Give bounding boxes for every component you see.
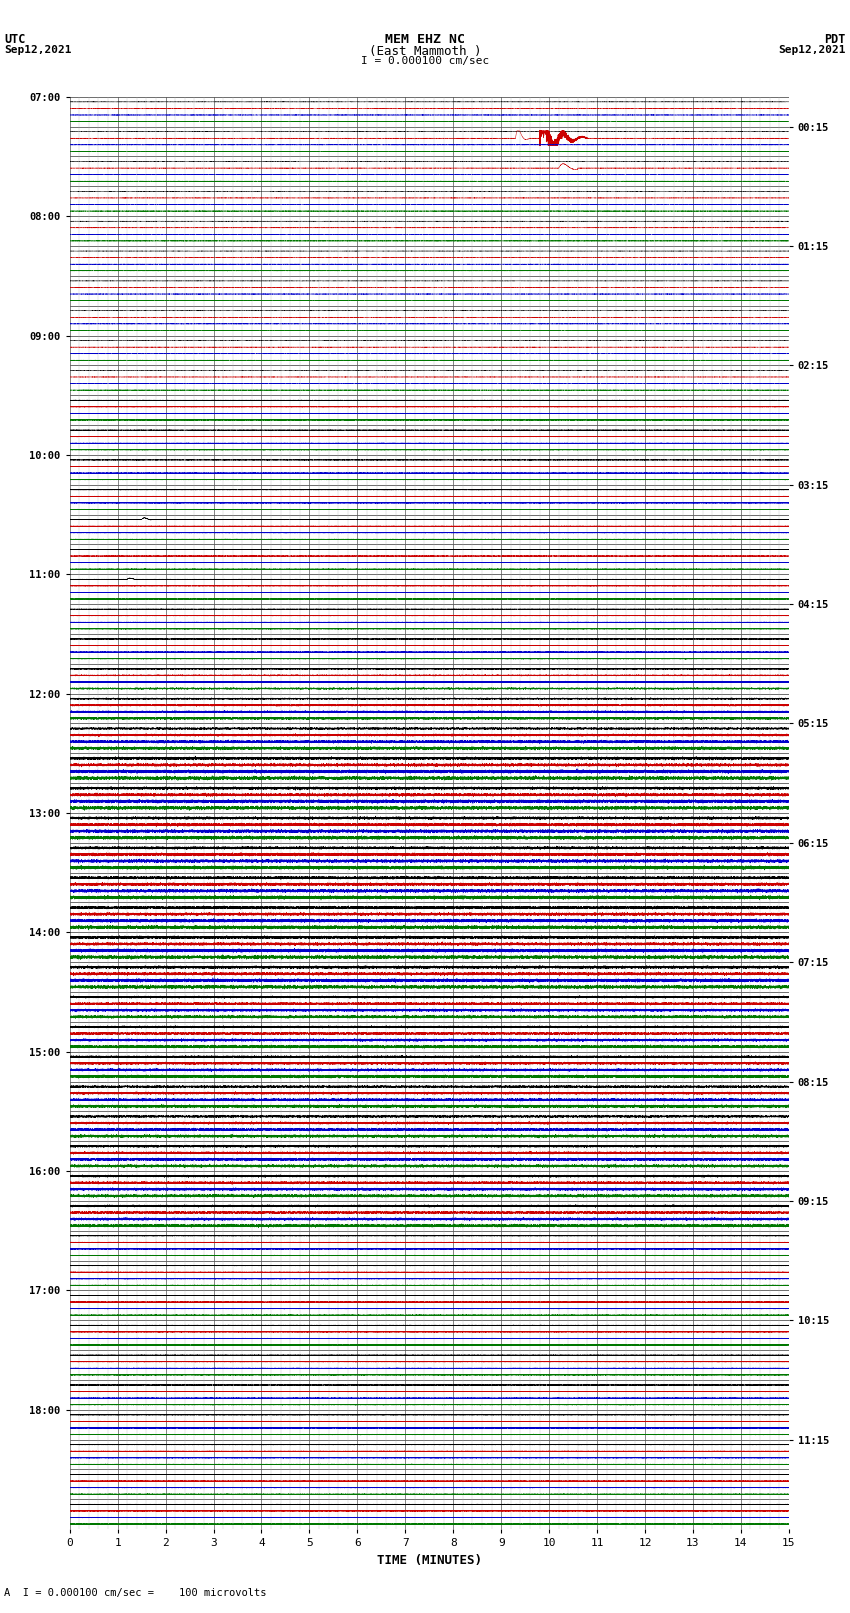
Text: UTC: UTC	[4, 32, 26, 47]
X-axis label: TIME (MINUTES): TIME (MINUTES)	[377, 1553, 482, 1566]
Text: Sep12,2021: Sep12,2021	[4, 45, 71, 55]
Text: (East Mammoth ): (East Mammoth )	[369, 45, 481, 58]
Text: MEM EHZ NC: MEM EHZ NC	[385, 32, 465, 47]
Text: A  I = 0.000100 cm/sec =    100 microvolts: A I = 0.000100 cm/sec = 100 microvolts	[4, 1589, 267, 1598]
Text: Sep12,2021: Sep12,2021	[779, 45, 846, 55]
Text: PDT: PDT	[824, 32, 846, 47]
Text: I = 0.000100 cm/sec: I = 0.000100 cm/sec	[361, 56, 489, 66]
